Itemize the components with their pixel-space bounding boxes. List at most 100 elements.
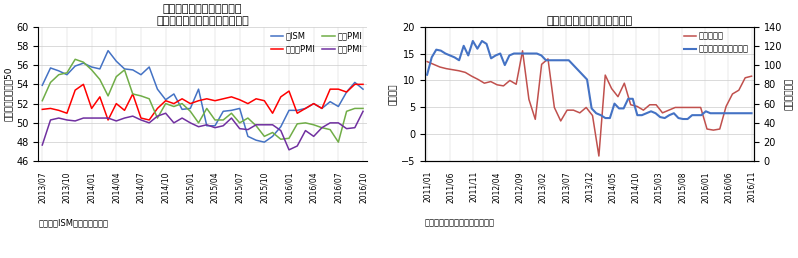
ドバイ原油価格（右） (468, 39, 478, 43)
日本PMI (301, 121, 310, 124)
米ISM (70, 64, 80, 68)
日本PMI (251, 124, 261, 127)
日本PMI (144, 97, 154, 100)
米ISM (210, 124, 219, 127)
日本PMI (334, 141, 343, 144)
Y-axis label: ドル／バレル: ドル／バレル (785, 78, 794, 110)
Line: 李克強指数: 李克強指数 (427, 51, 752, 156)
ユーロPMI (326, 88, 335, 91)
米ISM (202, 124, 211, 127)
中国PMI (45, 118, 55, 122)
ユーロPMI (358, 83, 368, 86)
米ISM (87, 66, 97, 69)
ユーロPMI (210, 99, 219, 102)
李克強指数 (645, 103, 654, 106)
中国PMI (292, 144, 302, 148)
米ISM (194, 88, 203, 91)
日本PMI (87, 68, 97, 71)
日本PMI (268, 131, 278, 134)
ユーロPMI (95, 95, 105, 98)
中国PMI (301, 129, 310, 132)
中国PMI (136, 118, 146, 122)
Text: （出所）日経新聞等を基に作成: （出所）日経新聞等を基に作成 (425, 218, 495, 227)
米ISM (95, 67, 105, 70)
米ISM (350, 81, 360, 84)
中国PMI (169, 121, 179, 124)
日本PMI (95, 78, 105, 81)
米ISM (38, 84, 47, 87)
ユーロPMI (103, 118, 113, 122)
ユーロPMI (227, 95, 236, 98)
ドバイ原油価格（右） (536, 54, 546, 57)
米ISM (103, 49, 113, 52)
李克強指数 (518, 49, 527, 52)
ユーロPMI (54, 109, 64, 112)
ユーロPMI (161, 99, 171, 102)
日本PMI (120, 68, 129, 71)
ドバイ原油価格（右） (747, 112, 757, 115)
日本PMI (243, 117, 253, 120)
ドバイ原油価格（右） (422, 73, 432, 76)
日本PMI (219, 118, 228, 122)
日本PMI (358, 107, 368, 110)
中国PMI (161, 112, 171, 115)
米ISM (243, 135, 253, 138)
李克強指数 (594, 155, 603, 158)
李克強指数 (747, 75, 757, 78)
中国PMI (87, 117, 97, 120)
日本PMI (194, 121, 203, 124)
日本PMI (350, 107, 360, 110)
日本PMI (161, 102, 171, 105)
米ISM (358, 88, 368, 91)
日本PMI (79, 61, 89, 64)
Text: （出所）ISM、マーキット社: （出所）ISM、マーキット社 (38, 218, 109, 227)
米ISM (177, 108, 187, 111)
ユーロPMI (350, 83, 360, 86)
日本PMI (227, 112, 236, 115)
中国PMI (79, 117, 89, 120)
ユーロPMI (70, 88, 80, 92)
中国PMI (152, 115, 162, 118)
米ISM (169, 92, 179, 95)
日本PMI (54, 73, 64, 76)
米ISM (128, 68, 137, 71)
ユーロPMI (120, 109, 129, 112)
中国PMI (210, 126, 219, 129)
ユーロPMI (301, 107, 310, 110)
中国PMI (177, 117, 187, 120)
ユーロPMI (79, 83, 89, 86)
ユーロPMI (152, 107, 162, 110)
日本PMI (210, 118, 219, 122)
米ISM (326, 100, 335, 103)
ドバイ原油価格（右） (678, 117, 688, 120)
日本PMI (317, 126, 326, 129)
米ISM (235, 107, 244, 110)
中国PMI (284, 148, 294, 151)
Line: 米ISM: 米ISM (42, 51, 363, 142)
米ISM (317, 107, 326, 110)
ユーロPMI (235, 98, 244, 101)
中国PMI (350, 126, 360, 129)
米ISM (309, 102, 318, 105)
米ISM (268, 135, 278, 138)
中国PMI (276, 129, 286, 132)
ドバイ原油価格（右） (729, 112, 738, 115)
ユーロPMI (202, 97, 211, 100)
日本PMI (169, 105, 179, 108)
ユーロPMI (112, 102, 121, 105)
Title: 中国経済と原油の戻りが背景: 中国経済と原油の戻りが背景 (547, 16, 632, 26)
米ISM (185, 107, 195, 110)
中国PMI (185, 121, 195, 124)
米ISM (334, 105, 343, 108)
米ISM (161, 98, 171, 101)
Line: 中国PMI: 中国PMI (42, 111, 363, 150)
日本PMI (326, 128, 335, 131)
李克強指数 (448, 68, 457, 71)
日本PMI (284, 137, 294, 140)
米ISM (79, 62, 89, 65)
日本PMI (292, 122, 302, 125)
日本PMI (70, 58, 80, 61)
ユーロPMI (62, 112, 72, 115)
ユーロPMI (177, 97, 187, 100)
ユーロPMI (128, 92, 137, 95)
